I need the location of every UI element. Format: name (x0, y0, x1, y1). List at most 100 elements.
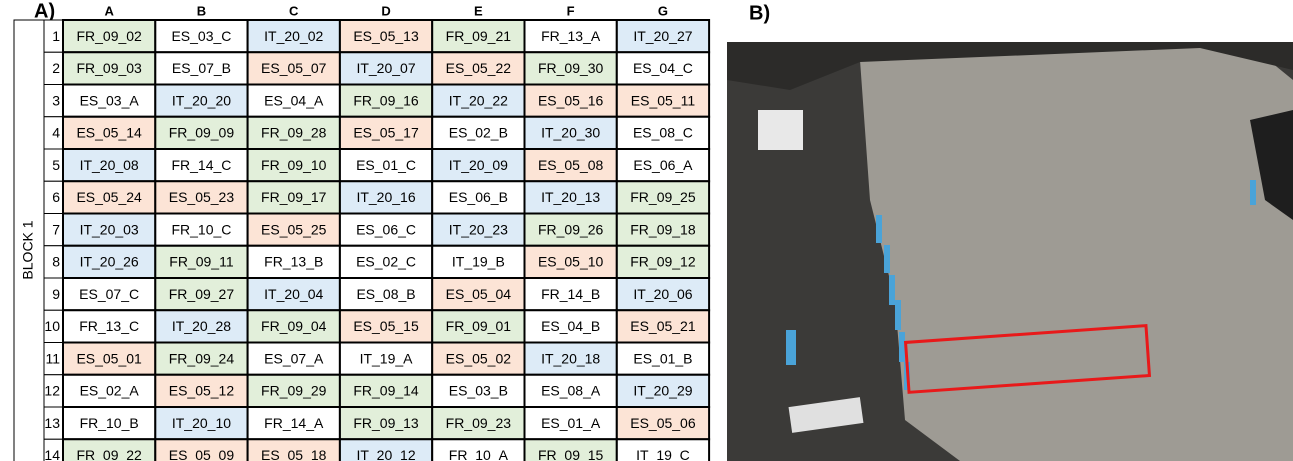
cell-text: ES_05_24 (76, 189, 142, 205)
cell-text: IT_19_A (360, 350, 414, 366)
cell-text: IT_20_22 (449, 92, 508, 108)
cell-text: ES_02_C (356, 254, 416, 270)
cell-text: FR_14_B (541, 286, 600, 302)
cell-text: FR_10_A (449, 447, 509, 461)
cell-text: ES_05_22 (446, 60, 512, 76)
cell-text: IT_20_27 (633, 28, 692, 44)
cell-text: FR_09_02 (76, 28, 142, 44)
cell-text: IT_20_02 (264, 28, 323, 44)
cell-text: ES_05_15 (353, 318, 419, 334)
tray-surface (860, 45, 1293, 461)
column-header: E (474, 3, 483, 18)
row-number: 4 (52, 125, 60, 141)
figure: A) B) ABCDEFGBLOCK 11FR_09_02ES_03_CIT_2… (0, 0, 1293, 461)
cell-text: ES_01_A (541, 415, 601, 431)
column-header: D (381, 3, 390, 18)
cell-text: ES_07_A (264, 350, 324, 366)
cell-text: FR_14_C (171, 157, 231, 173)
cell-text: ES_05_07 (261, 60, 327, 76)
cell-text: FR_09_16 (353, 92, 419, 108)
cell-text: ES_05_11 (631, 92, 696, 108)
cell-text: FR_09_17 (261, 189, 327, 205)
cell-text: FR_09_01 (446, 318, 512, 334)
cell-text: IT_20_30 (541, 125, 600, 141)
cell-text: ES_05_14 (76, 125, 142, 141)
cell-text: FR_10_B (80, 415, 139, 431)
cell-text: FR_09_27 (169, 286, 235, 302)
cell-text: IT_20_18 (541, 350, 600, 366)
cell-text: ES_08_C (633, 125, 693, 141)
row-number: 1 (52, 28, 60, 44)
cell-text: FR_09_23 (446, 415, 512, 431)
cell-text: IT_20_09 (449, 157, 508, 173)
cell-text: FR_09_24 (169, 350, 235, 366)
cell-text: ES_07_B (172, 60, 231, 76)
cell-text: ES_05_23 (169, 189, 235, 205)
cell-text: ES_05_02 (446, 350, 512, 366)
cell-text: FR_09_09 (169, 125, 235, 141)
cell-text: IT_20_28 (172, 318, 231, 334)
cell-text: ES_05_09 (169, 447, 235, 461)
cell-text: IT_19_C (636, 447, 690, 461)
cell-text: FR_13_A (541, 28, 601, 44)
row-number: 7 (52, 221, 60, 237)
cell-text: ES_08_B (356, 286, 415, 302)
cell-text: FR_09_28 (261, 125, 327, 141)
panel-label: B) (749, 2, 770, 24)
page: {"panel_a": {"label": "A)", "block_label… (0, 0, 1293, 461)
cell-text: ES_04_B (541, 318, 600, 334)
cell-text: FR_09_13 (353, 415, 419, 431)
cell-text: ES_06_A (633, 157, 693, 173)
cell-text: IT_20_04 (264, 286, 323, 302)
cell-text: ES_05_13 (353, 28, 419, 44)
cell-text: ES_05_21 (630, 318, 696, 334)
cell-text: FR_09_04 (261, 318, 327, 334)
cell-text: IT_20_08 (80, 157, 139, 173)
cell-text: ES_05_01 (76, 350, 142, 366)
cell-text: FR_09_12 (630, 254, 696, 270)
row-number: 13 (44, 415, 60, 431)
cell-text: ES_06_B (449, 189, 508, 205)
cell-text: FR_09_29 (261, 383, 327, 399)
row-number: 6 (52, 189, 60, 205)
cell-text: ES_05_08 (538, 157, 604, 173)
cell-text: ES_06_C (356, 221, 416, 237)
cell-text: IT_20_10 (172, 415, 231, 431)
cell-text: ES_01_C (356, 157, 416, 173)
column-header: C (289, 3, 299, 18)
cell-text: FR_09_22 (76, 447, 142, 461)
cell-text: FR_13_C (79, 318, 139, 334)
cell-text: ES_05_10 (538, 254, 604, 270)
cell-text: IT_20_16 (356, 189, 415, 205)
row-number: 11 (45, 350, 60, 366)
cell-text: ES_01_B (633, 350, 692, 366)
cell-text: ES_08_A (541, 383, 601, 399)
seed-tray (758, 110, 803, 150)
cell-text: ES_03_C (171, 28, 231, 44)
row-number: 14 (44, 447, 60, 461)
cell-text: ES_02_A (80, 383, 140, 399)
cell-text: IT_20_20 (172, 92, 231, 108)
cell-text: ES_07_C (79, 286, 139, 302)
row-number: 9 (52, 286, 60, 302)
cell-text: ES_05_25 (261, 221, 327, 237)
cell-text: IT_20_07 (356, 60, 415, 76)
cell-text: IT_20_26 (80, 254, 139, 270)
cell-text: ES_04_C (633, 60, 693, 76)
block-label: BLOCK 1 (20, 220, 36, 279)
cell-text: FR_10_C (171, 221, 231, 237)
row-number: 10 (44, 318, 60, 334)
cell-text: ES_05_16 (538, 92, 604, 108)
cell-text: IT_20_03 (80, 221, 139, 237)
cell-text: IT_20_29 (633, 383, 692, 399)
cell-text: FR_09_10 (261, 157, 327, 173)
cell-text: FR_09_15 (538, 447, 604, 461)
cell-text: ES_05_18 (261, 447, 327, 461)
cell-text: FR_13_B (264, 254, 323, 270)
cell-text: IT_20_12 (356, 447, 415, 461)
cell-text: FR_14_A (264, 415, 324, 431)
cell-text: FR_09_21 (446, 28, 512, 44)
cell-text: FR_09_14 (353, 383, 419, 399)
cell-text: FR_09_03 (76, 60, 142, 76)
row-number: 8 (52, 254, 60, 270)
